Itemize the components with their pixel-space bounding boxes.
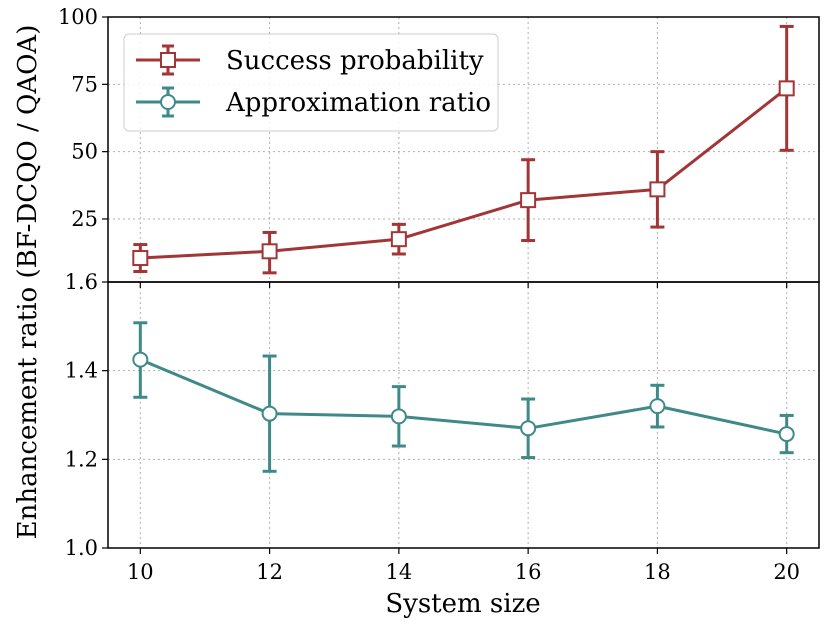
y-axis-label: Enhancement ratio (BF-DCQO / QAOA) [13,25,43,540]
bottom-panel-frame [107,281,820,549]
y-tick-label: 100 [58,5,98,29]
y-tick-label: 1.0 [65,536,98,560]
x-tick-label: 16 [515,560,542,584]
x-tick-label: 14 [385,560,412,584]
legend-box [123,33,499,132]
data-point-square [390,231,407,248]
data-point-square [261,243,278,260]
x-tick-label: 10 [127,560,154,584]
data-point-circle [778,426,795,443]
y-tick-label: 50 [71,140,98,164]
x-tick-label: 12 [256,560,283,584]
data-point-square [778,80,795,97]
square-marker-icon [160,52,176,68]
series-success-probability [132,24,795,275]
y-tick-label: 75 [71,72,98,96]
series-line [140,87,788,260]
legend-label-success: Success probability [226,46,484,76]
legend: Success probability Approximation ratio [123,33,499,132]
x-axis-label: System size [385,589,540,619]
data-point-circle [390,408,407,425]
legend-label-approximation: Approximation ratio [225,88,491,118]
legend-entry-approximation: Approximation ratio [136,86,491,118]
data-point-circle [649,398,666,415]
x-tick-label: 20 [773,560,800,584]
data-point-circle [261,405,278,422]
legend-entry-success: Success probability [136,44,484,76]
data-point-circle [132,351,149,368]
series-line [139,358,787,436]
y-tick-label: 1.6 [65,270,98,294]
y-tick-label: 1.2 [65,447,98,471]
y-tick-label: 25 [71,207,98,231]
series-approximation-ratio [132,321,795,473]
data-point-square [520,192,537,209]
x-tick-label: 18 [644,560,671,584]
y-tick-label: 1.4 [65,359,98,383]
data-point-circle [520,420,537,437]
ticks: 10 12 14 16 18 20 25 50 75 100 1.6 1.0 1.2 1.4 [58,5,800,584]
data-point-square [132,250,149,267]
data-point-square [649,181,666,198]
series [132,24,795,473]
circle-marker-icon [160,94,176,110]
